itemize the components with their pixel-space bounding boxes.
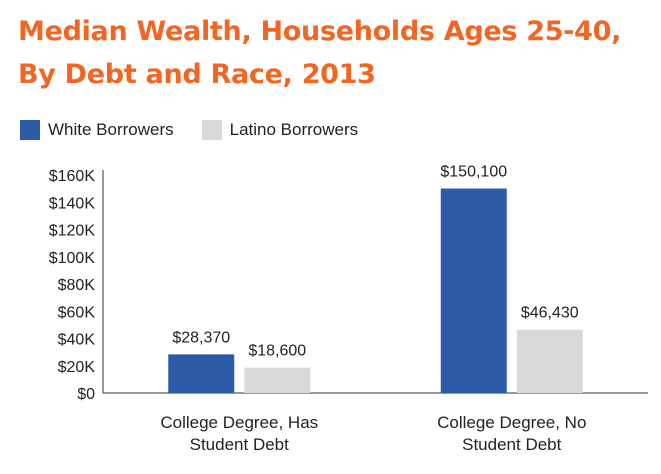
chart-title-line-1: Median Wealth, Households Ages 25-40, [18,16,622,47]
data-label: $28,370 [172,329,230,346]
data-label: $150,100 [440,163,507,180]
legend-swatch-white [20,120,40,140]
y-tick-label: $140K [49,195,96,212]
data-label: $46,430 [521,305,579,322]
bar [516,329,583,393]
x-tick-label: College Degree, Has [160,413,318,432]
y-tick-label: $40K [58,332,96,349]
bar [244,367,311,393]
y-tick-label: $100K [49,250,96,267]
x-tick-label: Student Debt [190,435,290,454]
y-tick-label: $0 [77,386,95,403]
legend: White Borrowers Latino Borrowers [20,118,386,142]
y-tick-label: $120K [49,223,96,240]
data-label: $18,600 [248,343,306,360]
bar [168,354,235,393]
legend-label-latino: Latino Borrowers [229,120,359,139]
chart-title: Median Wealth, Households Ages 25-40, By… [18,10,658,96]
x-tick-label: Student Debt [462,435,562,454]
legend-item-latino: Latino Borrowers [201,120,359,140]
x-tick-label: College Degree, No [437,413,586,432]
bar [440,188,507,393]
chart-title-line-2: By Debt and Race, 2013 [18,59,376,90]
legend-item-white: White Borrowers [20,120,174,140]
y-tick-label: $60K [58,304,96,321]
legend-swatch-latino [201,120,222,140]
legend-label-white: White Borrowers [48,120,174,139]
y-tick-label: $80K [58,277,96,294]
y-tick-label: $20K [58,359,96,376]
y-tick-label: $160K [49,168,96,185]
